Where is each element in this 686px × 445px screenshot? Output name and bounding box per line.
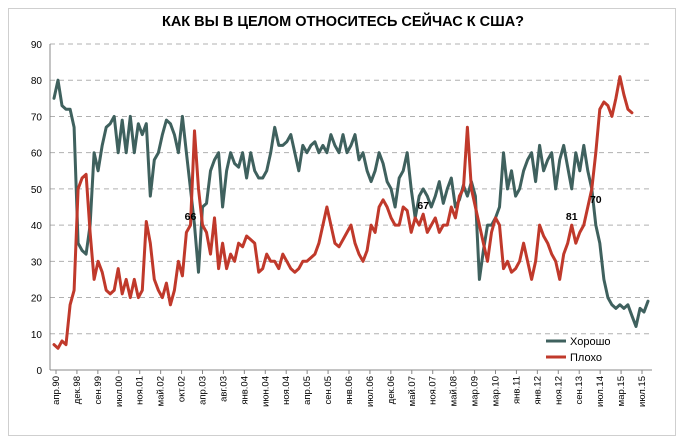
chart-title: КАК ВЫ В ЦЕЛОМ ОТНОСИТЕСЬ СЕЙЧАС К США? (161, 14, 525, 30)
x-axis: апр.90 дек.98 сен.99 июл.00 ноя.01 май.02 окт.… (51, 370, 648, 407)
gridlines (50, 43, 652, 371)
annotation-labels: 66 67 81 70 (185, 194, 602, 223)
x-tick-label: окт.02 (177, 376, 188, 402)
legend: Хорошо Плохо (546, 336, 611, 364)
y-tick-label: 90 (31, 40, 43, 51)
x-tick-label: ноя.01 (135, 376, 146, 405)
series-line-bad (52, 75, 634, 350)
x-tick-label: ноя.04 (281, 376, 292, 405)
y-tick-label: 70 (31, 112, 43, 123)
x-tick-label: авг.03 (218, 376, 229, 402)
y-tick-label: 0 (36, 366, 42, 377)
x-tick-label: май.02 (156, 376, 167, 406)
legend-label-good: Хорошо (570, 336, 611, 348)
data-label: 66 (185, 211, 197, 223)
x-tick-label: ноя.07 (428, 376, 439, 405)
x-tick-label: дек.98 (72, 376, 83, 404)
x-tick-label: янв.06 (344, 376, 355, 405)
y-tick-label: 60 (31, 149, 43, 160)
x-tick-label: июл.14 (595, 376, 606, 407)
y-tick-label: 50 (31, 185, 43, 196)
y-axis: 0 10 20 30 40 50 60 70 80 90 (31, 40, 51, 377)
x-tick-label: мар.15 (616, 376, 627, 406)
x-tick-label: июл.15 (637, 376, 648, 407)
data-label: 81 (566, 211, 578, 223)
x-tick-label: июл.06 (365, 376, 376, 407)
x-tick-label: ноя.12 (553, 376, 564, 405)
y-tick-label: 40 (31, 221, 43, 232)
x-tick-label: сен.99 (93, 376, 104, 405)
y-tick-label: 10 (31, 330, 43, 341)
x-tick-label: мар.10 (491, 376, 502, 406)
series-lines (52, 75, 650, 350)
series-line-good (52, 78, 650, 328)
data-label: 70 (590, 194, 602, 206)
x-tick-label: сен.13 (574, 376, 585, 405)
x-tick-label: янв.11 (511, 376, 522, 404)
x-tick-label: янв.12 (532, 376, 543, 405)
x-tick-label: апр.03 (198, 376, 209, 405)
x-tick-label: сен.05 (323, 376, 334, 405)
y-tick-label: 80 (31, 76, 43, 87)
legend-label-bad: Плохо (570, 352, 602, 364)
x-tick-label: май.07 (407, 376, 418, 406)
x-tick-label: апр.05 (302, 376, 313, 405)
x-tick-label: дек.06 (386, 376, 397, 404)
y-tick-label: 30 (31, 257, 43, 268)
x-tick-label: июл.00 (114, 376, 125, 407)
chart-frame (8, 8, 676, 436)
x-tick-label: янв.04 (239, 376, 250, 405)
y-tick-label: 20 (31, 294, 43, 305)
x-tick-label: май.08 (449, 376, 460, 406)
x-tick-label: апр.90 (51, 376, 62, 405)
x-tick-label: мар.09 (470, 376, 481, 406)
x-tick-label: июн.04 (260, 376, 271, 407)
data-label: 67 (417, 200, 429, 212)
